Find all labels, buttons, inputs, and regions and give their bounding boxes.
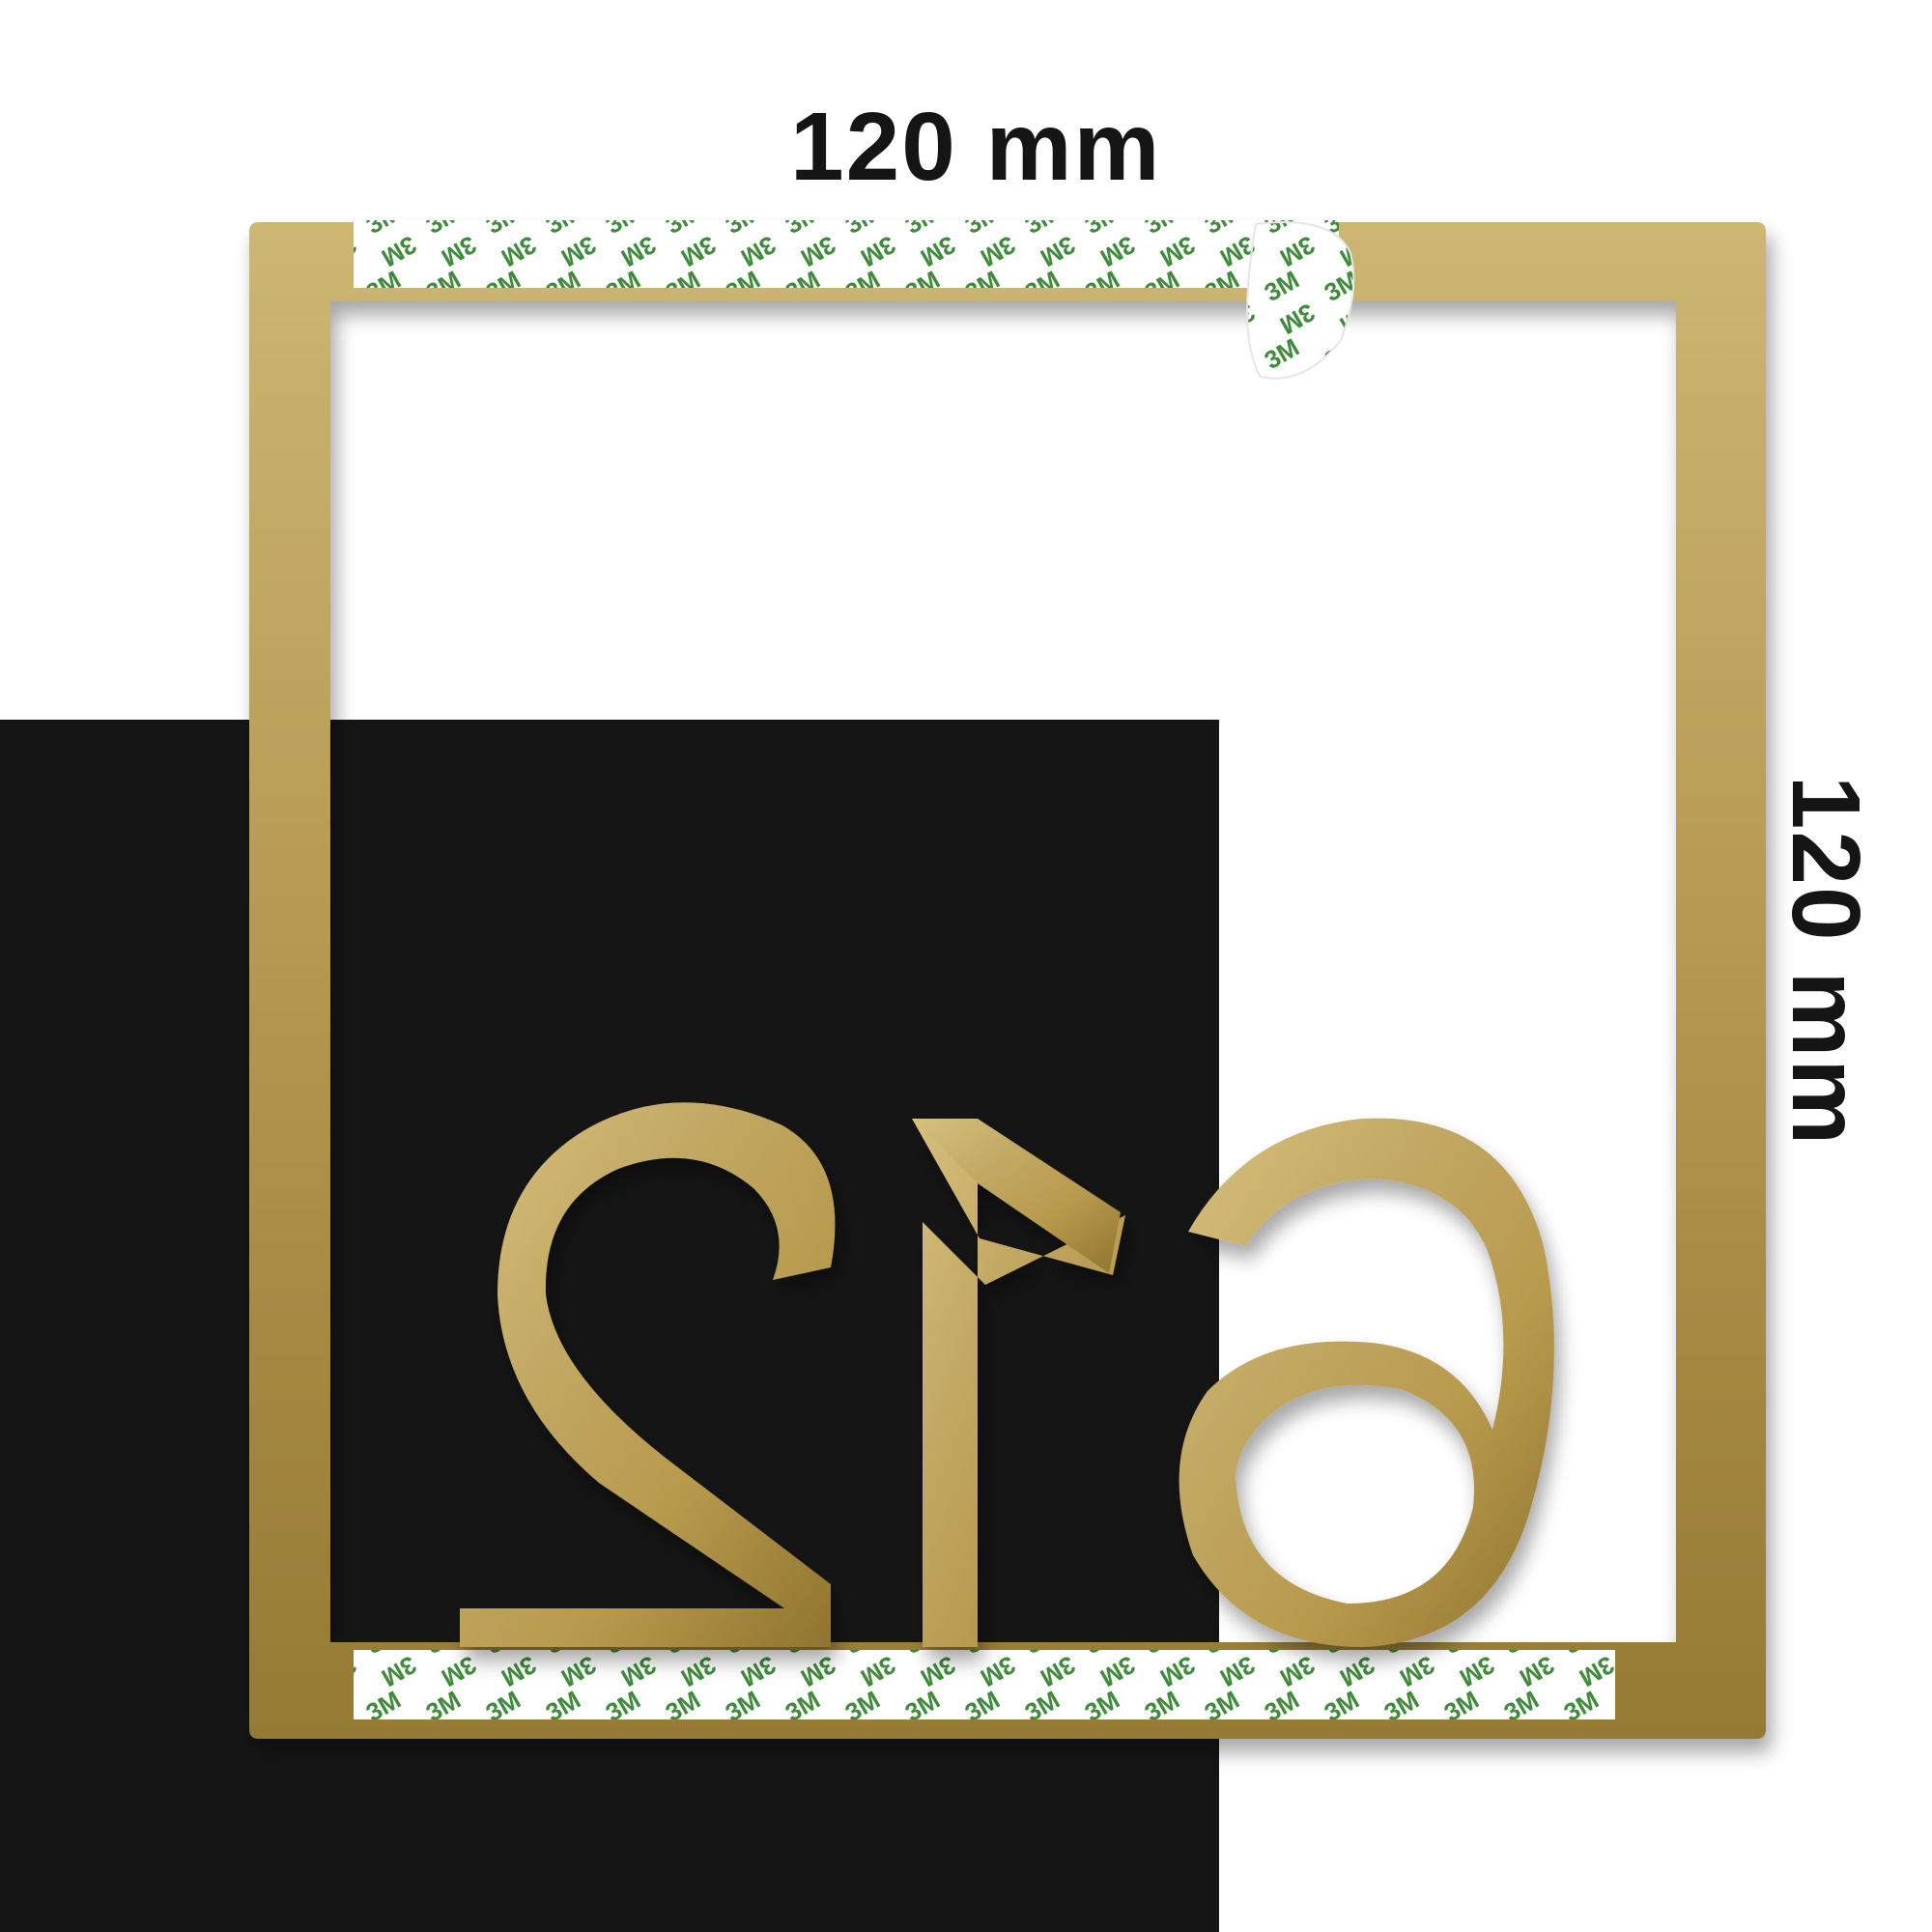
top-adhesive-tape xyxy=(354,220,1339,288)
width-dimension-label: 120 mm xyxy=(790,93,1162,201)
bottom-adhesive-tape xyxy=(354,1650,1615,1719)
mirrored-digits-612 xyxy=(460,1102,1554,1647)
digit-6-mirrored xyxy=(1179,1118,1554,1647)
digit-1-mirrored xyxy=(912,1119,1125,1647)
height-dimension-label: 120 mm xyxy=(1772,775,1880,1148)
gold-frame xyxy=(249,222,1766,1739)
digit-2-mirrored xyxy=(460,1102,836,1647)
digit-1-flag xyxy=(912,1119,1121,1273)
peeled-tape-corner xyxy=(1246,221,1355,380)
